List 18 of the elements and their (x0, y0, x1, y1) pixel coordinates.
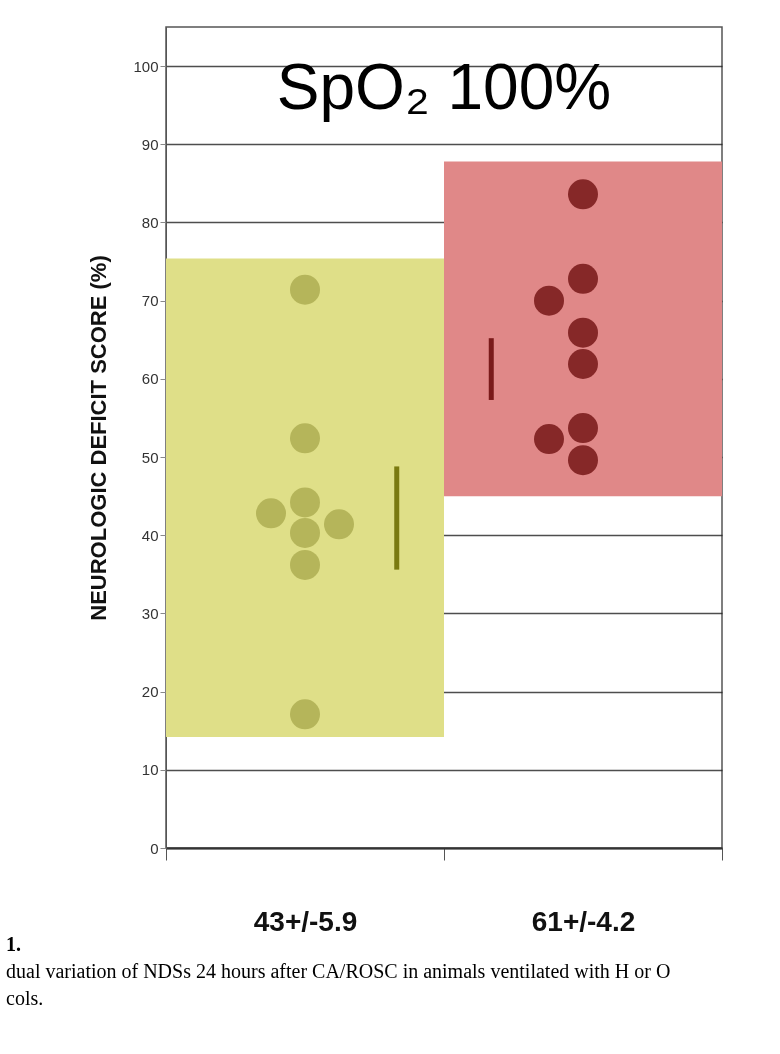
text: 1. (6, 933, 21, 955)
y-tick-label: 10 (141, 761, 159, 779)
y-axis-title: NEUROLOGIC DEFICIT SCORE (%) (86, 255, 112, 621)
y-tick-label: 20 (141, 683, 159, 701)
x-tick-label: 43+/-5.9 (253, 905, 358, 937)
y-tick-label: 60 (141, 370, 159, 388)
y-tick-label: 40 (141, 526, 159, 544)
x-tick-label: 61+/-4.2 (531, 905, 636, 937)
y-tick-label: 100 (133, 57, 159, 75)
text: cols. (6, 987, 44, 1009)
y-tick-label: 50 (141, 448, 159, 466)
text: dual variation of NDSs 24 hours after CA/ROSC in animals ventilated with H or O (6, 960, 671, 982)
y-tick-label: 30 (141, 604, 159, 622)
y-tick-label: 70 (141, 292, 159, 310)
y-tick-label: 0 (150, 839, 159, 857)
y-tick-label: 80 (141, 213, 159, 231)
chart-title: SpO₂ 100% (276, 51, 612, 123)
y-tick-label: 90 (141, 135, 159, 153)
